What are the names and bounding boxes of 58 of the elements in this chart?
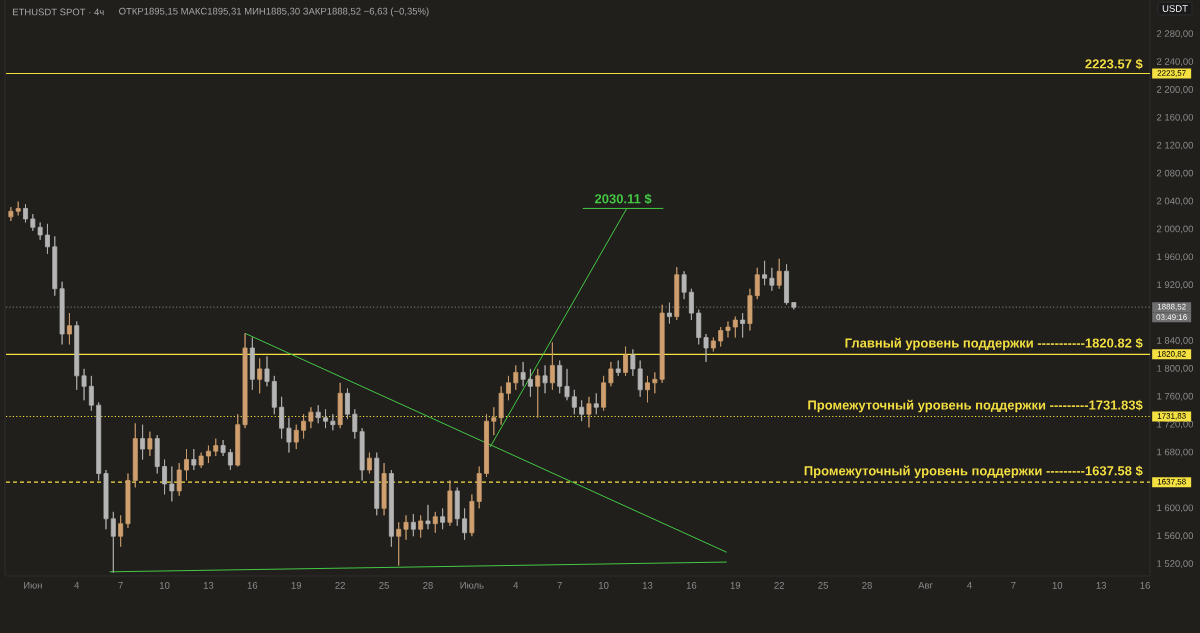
y-tick-label: 2 040,00 [1156, 197, 1194, 206]
ref-line-label: Промежуточный уровень поддержки ---------1637.58 $ [804, 465, 1143, 478]
y-tick-label: 2 200,00 [1156, 86, 1194, 94]
y-tick-label: 2 240,00 [1156, 58, 1194, 66]
x-tick-label: 25 [379, 582, 389, 589]
x-tick-label: 7 [557, 582, 562, 589]
annotation: 1820,82 [1157, 351, 1186, 358]
x-tick-label: 19 [291, 582, 302, 589]
y-tick-label: 2 280,00 [1156, 30, 1194, 39]
y-tick-label: 1 520,00 [1157, 560, 1194, 569]
x-tick-label: 22 [335, 582, 345, 589]
x-tick-label: 10 [159, 582, 170, 589]
x-tick-label: 10 [599, 582, 609, 589]
y-tick-label: 1 720,00 [1157, 420, 1194, 429]
x-tick-label: 19 [730, 582, 741, 589]
y-tick-label: 1 600,00 [1157, 504, 1194, 513]
y-tick-label: 1 960,00 [1157, 253, 1194, 262]
x-tick-label: 16 [1140, 582, 1150, 589]
text: ОТКР1895,15 МАКС1895,31 МИН1885,30 ЗАКР1888,52 −6,63 (−0,35%) [119, 7, 429, 17]
y-tick-label: 1 800,00 [1157, 364, 1194, 373]
y-tick-label: 1 560,00 [1157, 532, 1194, 541]
y-axis-title: USDT [1162, 5, 1188, 12]
x-tick-label: 25 [818, 582, 829, 589]
annotation: 1888,52 [1157, 303, 1186, 311]
x-tick-label: 16 [247, 582, 258, 589]
text: 03:49:16 [1156, 314, 1187, 320]
ref-line-label: Главный уровень поддержки -----------1820.82 $ [845, 337, 1143, 351]
x-tick-label: 22 [774, 582, 785, 589]
y-tick-label: 1 920,00 [1157, 281, 1194, 290]
x-tick-label: Авг [918, 582, 933, 589]
annotation: 1637,58 [1157, 478, 1186, 486]
y-tick-label: 2 080,00 [1156, 169, 1194, 178]
y-tick-label: 1 840,00 [1157, 337, 1194, 345]
x-tick-label: 4 [74, 582, 80, 589]
x-tick-label: Июн [24, 582, 42, 589]
y-tick-label: 1 680,00 [1157, 448, 1194, 457]
annotation: 2030.11 $ [595, 193, 652, 205]
x-tick-label: 10 [1052, 582, 1063, 589]
x-tick-label: 7 [1011, 582, 1016, 589]
y-tick-label: 2 120,00 [1156, 141, 1194, 150]
x-tick-label: 4 [967, 582, 972, 589]
ref-line-label: Промежуточный уровень поддержки ---------1731.83$ [808, 399, 1143, 413]
x-tick-label: 7 [118, 582, 123, 589]
x-tick-label: Июль [460, 582, 484, 589]
text: ETHUSDT SPOT · 4ч [12, 8, 104, 16]
annotation: 2223,57 [1157, 70, 1186, 77]
x-tick-label: 13 [203, 582, 214, 589]
y-tick-label: 1 760,00 [1157, 392, 1194, 401]
ref-line-label: 2223.57 $ [1085, 58, 1143, 70]
y-tick-label: 2 160,00 [1156, 113, 1194, 122]
x-tick-label: 4 [513, 582, 519, 589]
x-tick-label: 13 [1096, 582, 1107, 589]
x-tick-label: 28 [862, 582, 872, 589]
y-tick-label: 2 000,00 [1156, 225, 1194, 234]
x-tick-label: 16 [686, 582, 697, 589]
x-tick-label: 13 [642, 582, 653, 589]
x-tick-label: 28 [423, 582, 433, 589]
annotation: 1731,83 [1157, 413, 1186, 420]
